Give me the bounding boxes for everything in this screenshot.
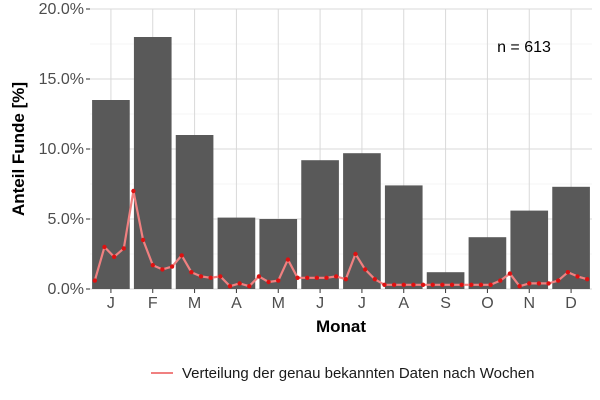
- weekly-line-series: [92, 188, 590, 289]
- x-tick-label: N: [523, 295, 535, 312]
- x-tick-label: S: [440, 295, 451, 312]
- x-tick-label: A: [398, 295, 409, 312]
- y-tick-label: 10.0%: [39, 141, 84, 158]
- weekly-point-40: [469, 282, 474, 287]
- bar-6: [301, 160, 339, 289]
- weekly-point-26: [333, 274, 339, 279]
- weekly-point-9: [169, 264, 175, 269]
- weekly-point-24: [314, 275, 320, 280]
- weekly-point-11: [189, 270, 194, 275]
- y-tick-label: 0.0%: [48, 281, 84, 298]
- weekly-point-16: [237, 281, 242, 286]
- weekly-point-14: [218, 274, 223, 279]
- bar-12: [552, 186, 590, 289]
- x-tick-label: F: [148, 295, 158, 312]
- bar-3: [175, 135, 214, 289]
- weekly-point-36: [430, 282, 435, 287]
- weekly-point-30: [372, 277, 377, 282]
- bar-2: [133, 37, 172, 289]
- weekly-point-31: [382, 282, 387, 287]
- weekly-point-43: [498, 278, 503, 283]
- weekly-point-3: [111, 254, 117, 259]
- weekly-point-33: [401, 282, 406, 287]
- weekly-point-10: [179, 253, 184, 258]
- sample-size-annotation: n = 613: [497, 39, 551, 56]
- bar-11: [510, 210, 549, 289]
- weekly-point-4: [121, 246, 126, 251]
- y-tick-label: 20.0%: [39, 1, 84, 18]
- x-tick-label: M: [188, 295, 201, 312]
- weekly-point-49: [556, 278, 561, 283]
- weekly-point-7: [150, 263, 155, 268]
- bar-5: [259, 219, 298, 289]
- weekly-point-13: [208, 275, 213, 280]
- weekly-point-21: [285, 257, 291, 262]
- weekly-point-45: [517, 284, 522, 289]
- weekly-point-19: [266, 279, 271, 285]
- x-axis-title: Monat: [316, 317, 366, 336]
- weekly-point-2: [102, 244, 107, 250]
- weekly-point-25: [324, 275, 329, 280]
- bar-4: [217, 217, 256, 289]
- bar-8: [384, 185, 423, 289]
- weekly-point-51: [575, 274, 580, 279]
- weekly-point-46: [527, 281, 532, 286]
- bar-1: [92, 100, 130, 289]
- weekly-point-47: [536, 281, 542, 286]
- legend: Verteilung der genau bekannten Daten nac…: [151, 365, 535, 382]
- weekly-point-29: [362, 267, 368, 272]
- weekly-point-48: [546, 281, 551, 286]
- x-tick-label: O: [481, 295, 493, 312]
- weekly-point-17: [247, 284, 252, 289]
- y-axis-title: Anteil Funde [%]: [9, 82, 28, 216]
- weekly-point-12: [198, 274, 204, 279]
- weekly-point-28: [353, 251, 358, 257]
- weekly-point-34: [411, 282, 416, 287]
- x-tick-label: J: [358, 295, 366, 312]
- weekly-point-5: [131, 188, 136, 194]
- x-tick-label: J: [107, 295, 115, 312]
- y-tick-label: 15.0%: [39, 71, 84, 88]
- x-tick-label: J: [316, 295, 324, 312]
- weekly-point-32: [391, 282, 397, 287]
- y-axis-ticks: 0.0% 5.0% 10.0% 15.0% 20.0%: [39, 1, 90, 298]
- weekly-point-20: [276, 278, 281, 283]
- weekly-point-15: [227, 284, 233, 289]
- bars: [92, 37, 590, 289]
- y-tick-label: 5.0%: [48, 211, 84, 228]
- weekly-line: [93, 189, 588, 288]
- weekly-point-35: [420, 282, 426, 287]
- weekly-point-8: [160, 267, 165, 272]
- weekly-point-37: [440, 282, 445, 287]
- weekly-point-38: [449, 282, 455, 287]
- x-tick-label: M: [272, 295, 285, 312]
- x-tick-label: A: [231, 295, 242, 312]
- weekly-point-1: [92, 278, 98, 283]
- weekly-point-22: [295, 275, 300, 280]
- weekly-point-42: [488, 282, 493, 287]
- weekly-point-39: [459, 282, 464, 287]
- weekly-point-44: [507, 271, 513, 276]
- weekly-point-52: [584, 277, 590, 282]
- weekly-point-50: [565, 270, 571, 275]
- weekly-point-6: [140, 237, 146, 243]
- weekly-point-41: [478, 282, 484, 287]
- weekly-point-18: [256, 274, 262, 279]
- weekly-point-23: [305, 275, 310, 280]
- x-tick-label: D: [565, 295, 577, 312]
- weekly-point-27: [343, 277, 349, 282]
- legend-label: Verteilung der genau bekannten Daten nac…: [182, 365, 535, 382]
